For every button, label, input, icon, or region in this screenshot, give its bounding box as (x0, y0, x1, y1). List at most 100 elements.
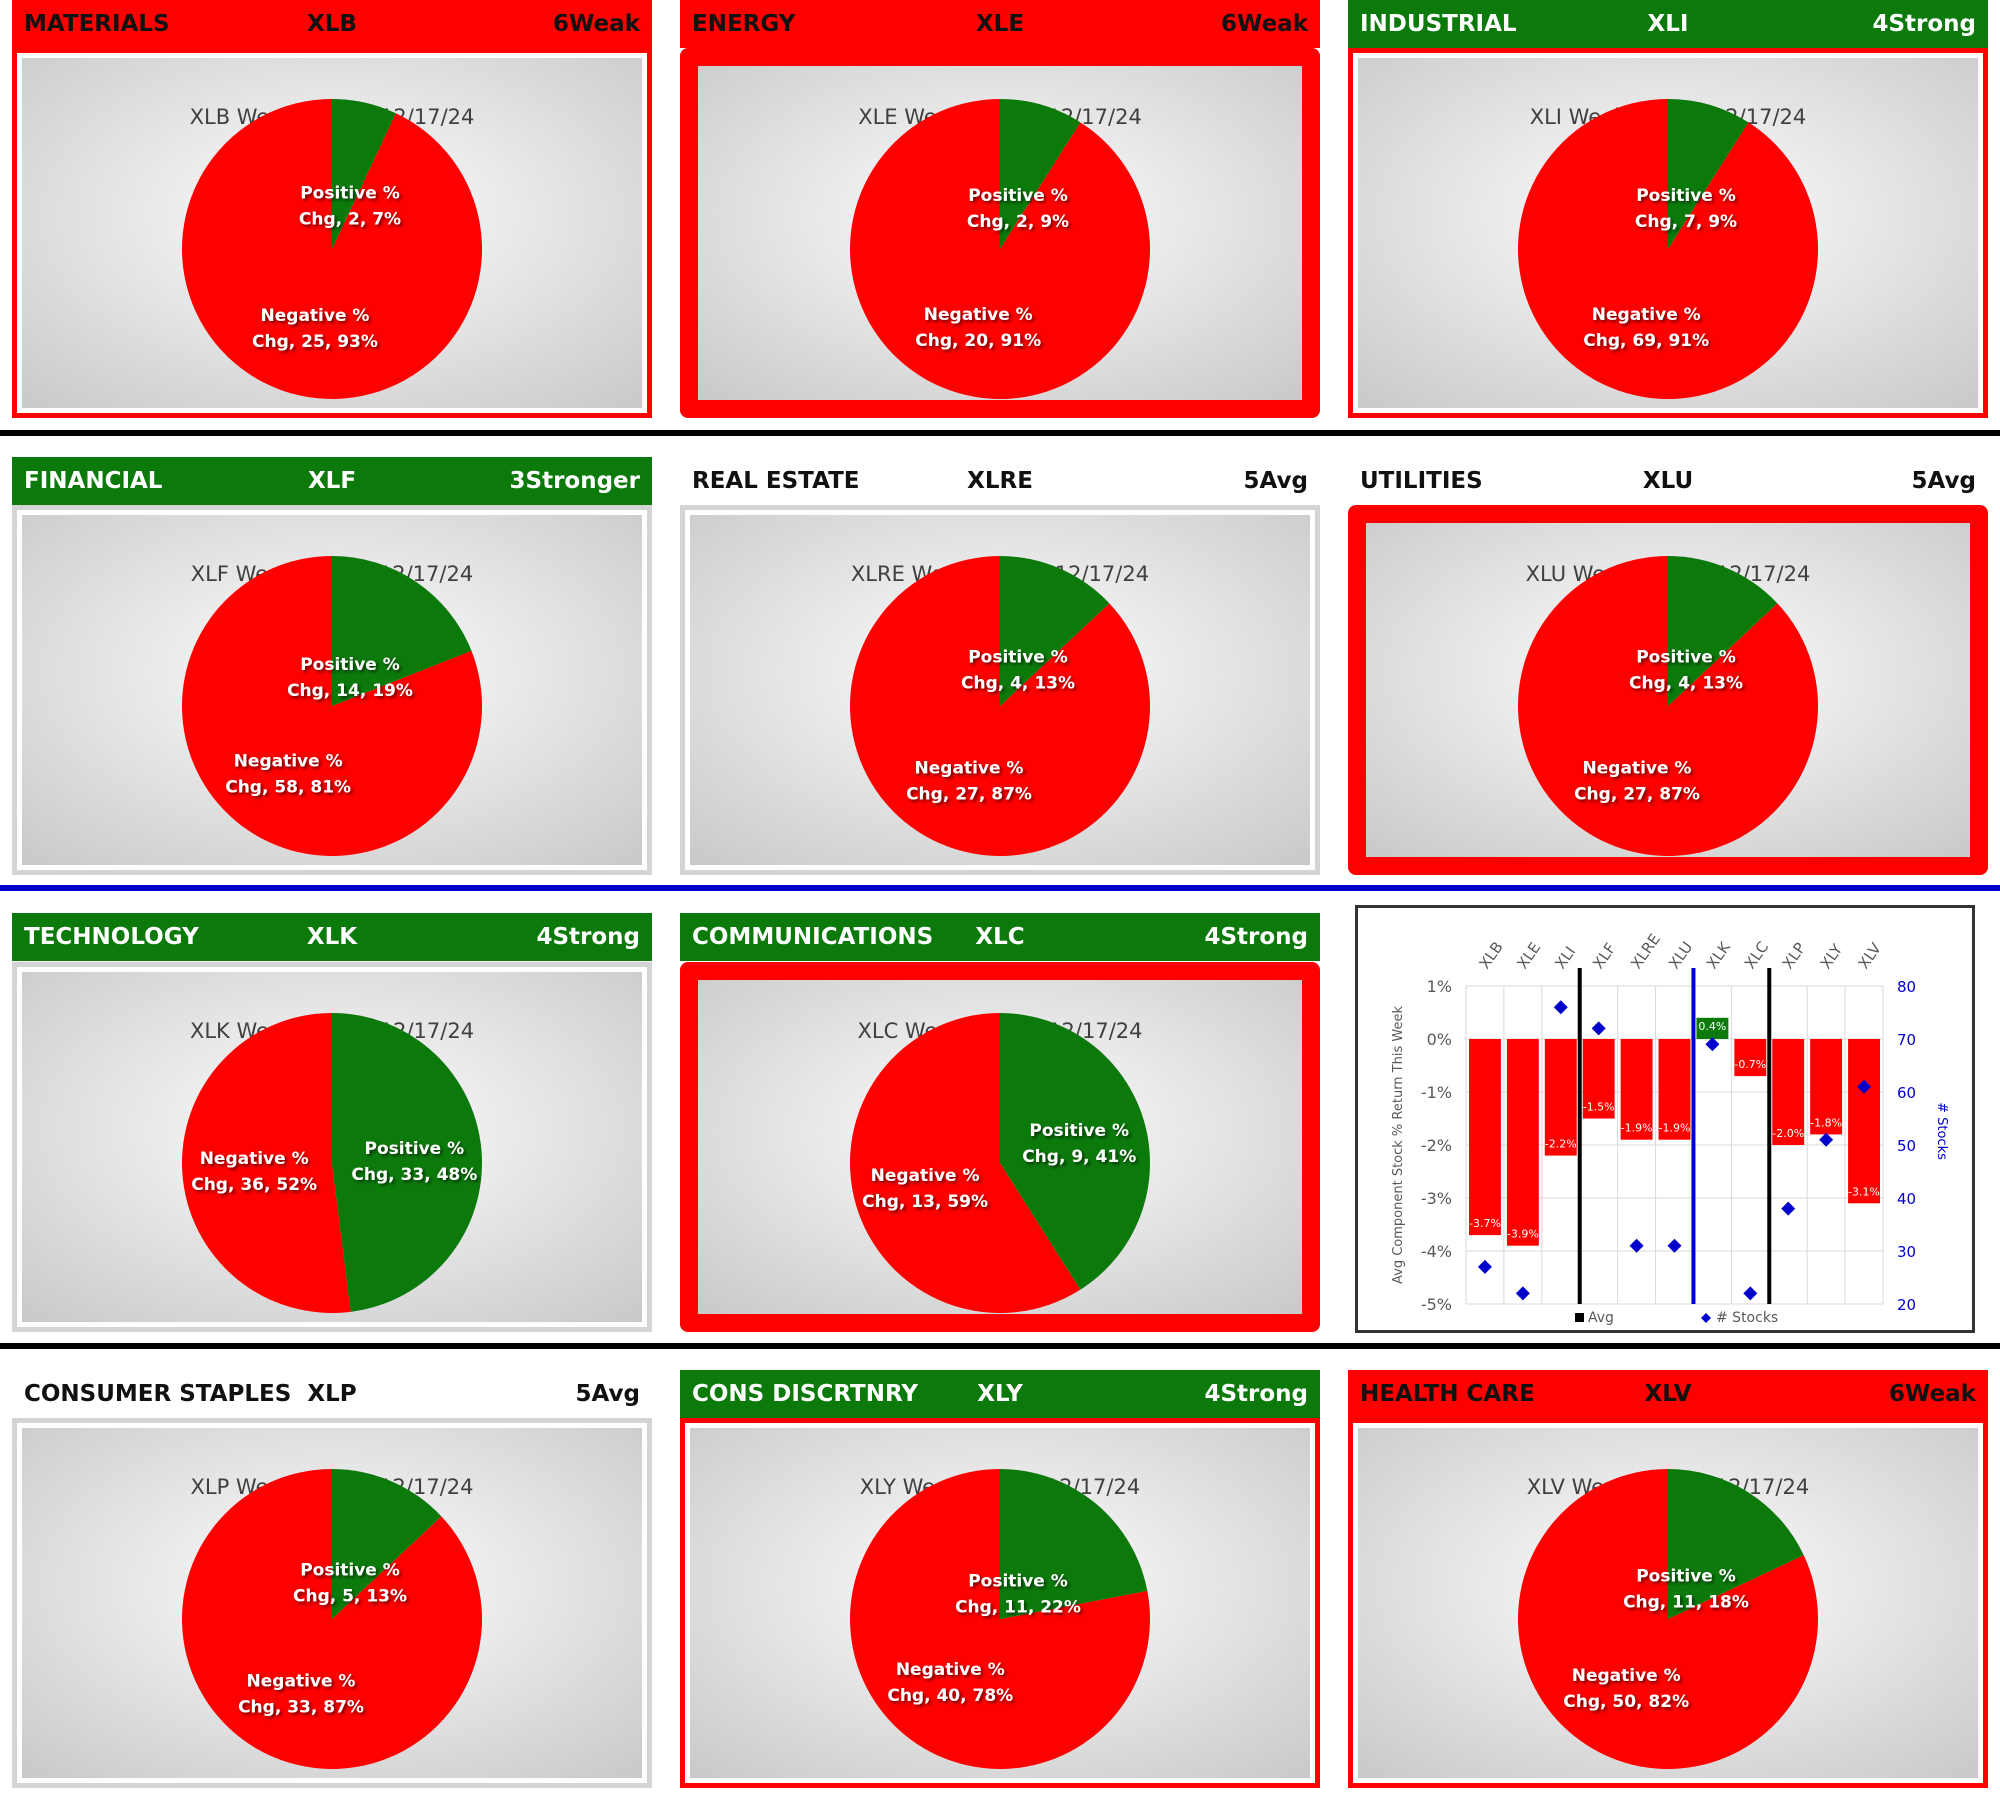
data-label: -0.7% (1734, 1058, 1766, 1071)
positive-slice-label: Positive % Chg, 2, 7% (299, 183, 401, 229)
pie-slice-positive (1000, 99, 1081, 249)
sector-rating: 5Avg (1243, 468, 1308, 494)
sector-ticker: XLP (307, 1381, 357, 1407)
legend: Avg # Stocks (1575, 1310, 1778, 1326)
sector-rating: 6Weak (1889, 1381, 1976, 1407)
sector-name: COMMUNICATIONS (692, 924, 934, 950)
pie-slice-positive (332, 1013, 483, 1312)
sector-ticker: XLC (975, 924, 1025, 950)
bar (1658, 1039, 1691, 1140)
negative-slice-label-line1: Negative % (234, 752, 343, 772)
stock-count-marker (1553, 1000, 1568, 1015)
negative-slice-label-line1: Negative % (247, 1672, 356, 1692)
negative-slice-label: Negative % Chg, 58, 81% (225, 752, 351, 798)
positive-slice-label-line1: Positive % (1636, 186, 1736, 206)
positive-slice-label: Positive % Chg, 7, 9% (1635, 186, 1737, 232)
row-separator (0, 430, 2000, 436)
data-label: -1.8% (1810, 1116, 1842, 1129)
sector-name: FINANCIAL (24, 468, 163, 494)
sector-header: ENERGY XLE 6Weak (680, 0, 1320, 48)
sector-header: CONSUMER STAPLES XLP 5Avg (12, 1370, 652, 1418)
pie-slice-positive (332, 1469, 442, 1619)
y2-tick-label: 80 (1897, 978, 1916, 996)
bar (1582, 1039, 1615, 1119)
sector-name: CONSUMER STAPLES (24, 1381, 292, 1407)
row-separator (0, 1343, 2000, 1349)
pie-slice-positive (1668, 556, 1778, 706)
sector-ticker: XLU (1642, 468, 1694, 494)
negative-slice-label-line1: Negative % (924, 305, 1033, 325)
positive-slice-label-line2: Chg, 14, 19% (287, 681, 413, 701)
sector-rating: 6Weak (553, 11, 640, 37)
negative-slice-label-line2: Chg, 25, 93% (252, 332, 378, 352)
sector-header: TECHNOLOGY XLK 4Strong (12, 913, 652, 961)
data-label: -3.9% (1507, 1228, 1539, 1241)
x-tick-label: XLK (1703, 938, 1735, 973)
stock-count-marker (1705, 1037, 1720, 1052)
negative-slice-label: Negative % Chg, 27, 87% (906, 759, 1032, 805)
sector-header: FINANCIAL XLF 3Stronger (12, 457, 652, 505)
sector-ticker: XLY (977, 1381, 1023, 1407)
data-label: 0.4% (1698, 1020, 1726, 1033)
sector-ticker: XLV (1644, 1381, 1692, 1407)
sector-ticker: XLE (975, 11, 1025, 37)
y-tick-label: -2% (1421, 1136, 1452, 1155)
pie-slice-positive (1000, 1013, 1150, 1290)
negative-slice-label-line1: Negative % (1572, 1666, 1681, 1686)
bar (1544, 1039, 1577, 1156)
stock-count-marker (1743, 1286, 1758, 1301)
negative-slice-label-line2: Chg, 58, 81% (225, 778, 351, 798)
positive-slice-label-line2: Chg, 2, 9% (967, 212, 1069, 232)
pie-slice-positive (1000, 1469, 1148, 1619)
positive-slice-label-line1: Positive % (300, 655, 400, 675)
stock-count-marker (1515, 1286, 1530, 1301)
legend-label: Avg (1588, 1310, 1614, 1326)
sector-rating: 4Strong (1204, 924, 1308, 950)
x-tick-label: XLI (1551, 943, 1579, 972)
x-tick-label: XLC (1741, 938, 1772, 972)
negative-slice-label-line2: Chg, 13, 59% (862, 1192, 988, 1212)
x-tick-label: XLU (1665, 938, 1696, 972)
positive-slice-label-line1: Positive % (300, 183, 400, 203)
positive-slice-label: Positive % Chg, 14, 19% (287, 655, 413, 701)
positive-slice-label-line1: Positive % (1636, 1567, 1736, 1587)
sector-ticker: XLB (307, 11, 357, 37)
sector-header: HEALTH CARE XLV 6Weak (1348, 1370, 1988, 1418)
stock-count-marker (1477, 1259, 1492, 1274)
positive-slice-label-line1: Positive % (300, 1561, 400, 1581)
pie-slice-negative (850, 1013, 1081, 1313)
sector-name: CONS DISCRTNRY (692, 1381, 919, 1407)
positive-slice-label-line2: Chg, 5, 13% (293, 1587, 407, 1607)
negative-slice-label-line2: Chg, 33, 87% (238, 1698, 364, 1718)
negative-slice-label-line2: Chg, 27, 87% (1574, 785, 1700, 805)
stock-count-marker (1591, 1021, 1606, 1036)
pie-slice-positive (332, 556, 472, 706)
positive-slice-label-line1: Positive % (968, 1571, 1068, 1591)
bar (1469, 1039, 1501, 1236)
positive-slice-label-line2: Chg, 9, 41% (1022, 1147, 1136, 1167)
positive-slice-label-line1: Positive % (1636, 648, 1736, 668)
positive-slice-label-line2: Chg, 7, 9% (1635, 212, 1737, 232)
sector-name: INDUSTRIAL (1360, 11, 1517, 37)
sector-rating: 4Strong (1872, 11, 1976, 37)
positive-slice-label-line1: Positive % (968, 186, 1068, 206)
sector-name: UTILITIES (1360, 468, 1483, 494)
data-label: -2.0% (1772, 1127, 1804, 1140)
positive-slice-label: Positive % Chg, 11, 22% (955, 1571, 1081, 1617)
y-axis-title: Avg Component Stock % Return This Week (1391, 1006, 1406, 1284)
sector-header: CONS DISCRTNRY XLY 4Strong (680, 1370, 1320, 1418)
negative-slice-label: Negative % Chg, 27, 87% (1574, 759, 1700, 805)
